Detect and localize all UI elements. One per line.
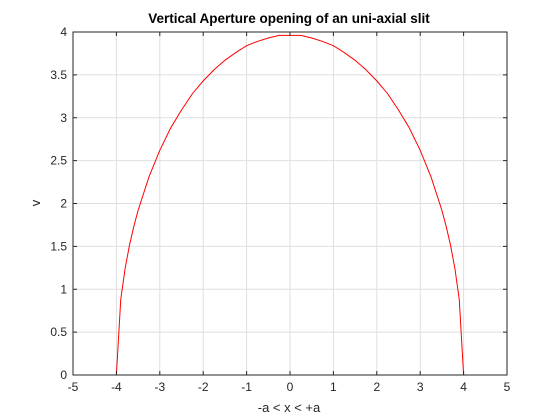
y-tick-label: 0.5 [50, 325, 67, 339]
x-tick-label: -2 [198, 380, 209, 394]
ticks [72, 31, 508, 376]
x-tick-label: 0 [287, 380, 294, 394]
y-tick-label: 0 [60, 368, 67, 382]
y-tick-label: 3.5 [50, 68, 67, 82]
x-tick-label: -4 [111, 380, 122, 394]
y-axis-label: v [28, 199, 43, 206]
x-tick-label: 4 [460, 380, 467, 394]
tick-labels: -5 -4 -3 -2 -1 0 1 2 3 4 5 0 0.5 1 1.5 2 2.5 3 3.5 4 [50, 25, 510, 394]
y-tick-label: 1.5 [50, 239, 67, 253]
plot-area: -5 -4 -3 -2 -1 0 1 2 3 4 5 0 0.5 1 1.5 2 2.5 3 3.5 4 [50, 25, 510, 394]
chart-title: Vertical Aperture opening of an uni-axia… [148, 11, 430, 26]
x-tick-label: -3 [154, 380, 165, 394]
x-tick-label: 5 [504, 380, 511, 394]
x-tick-label: 2 [373, 380, 380, 394]
x-tick-label: -5 [68, 380, 79, 394]
y-tick-label: 1 [60, 282, 67, 296]
y-tick-label: 3 [60, 111, 67, 125]
x-axis-label: -a < x < +a [258, 400, 321, 415]
x-tick-label: 3 [417, 380, 424, 394]
x-tick-label: 1 [330, 380, 337, 394]
y-tick-label: 4 [60, 25, 67, 39]
x-tick-label: -1 [241, 380, 252, 394]
y-tick-label: 2.5 [50, 154, 67, 168]
y-tick-label: 2 [60, 197, 67, 211]
